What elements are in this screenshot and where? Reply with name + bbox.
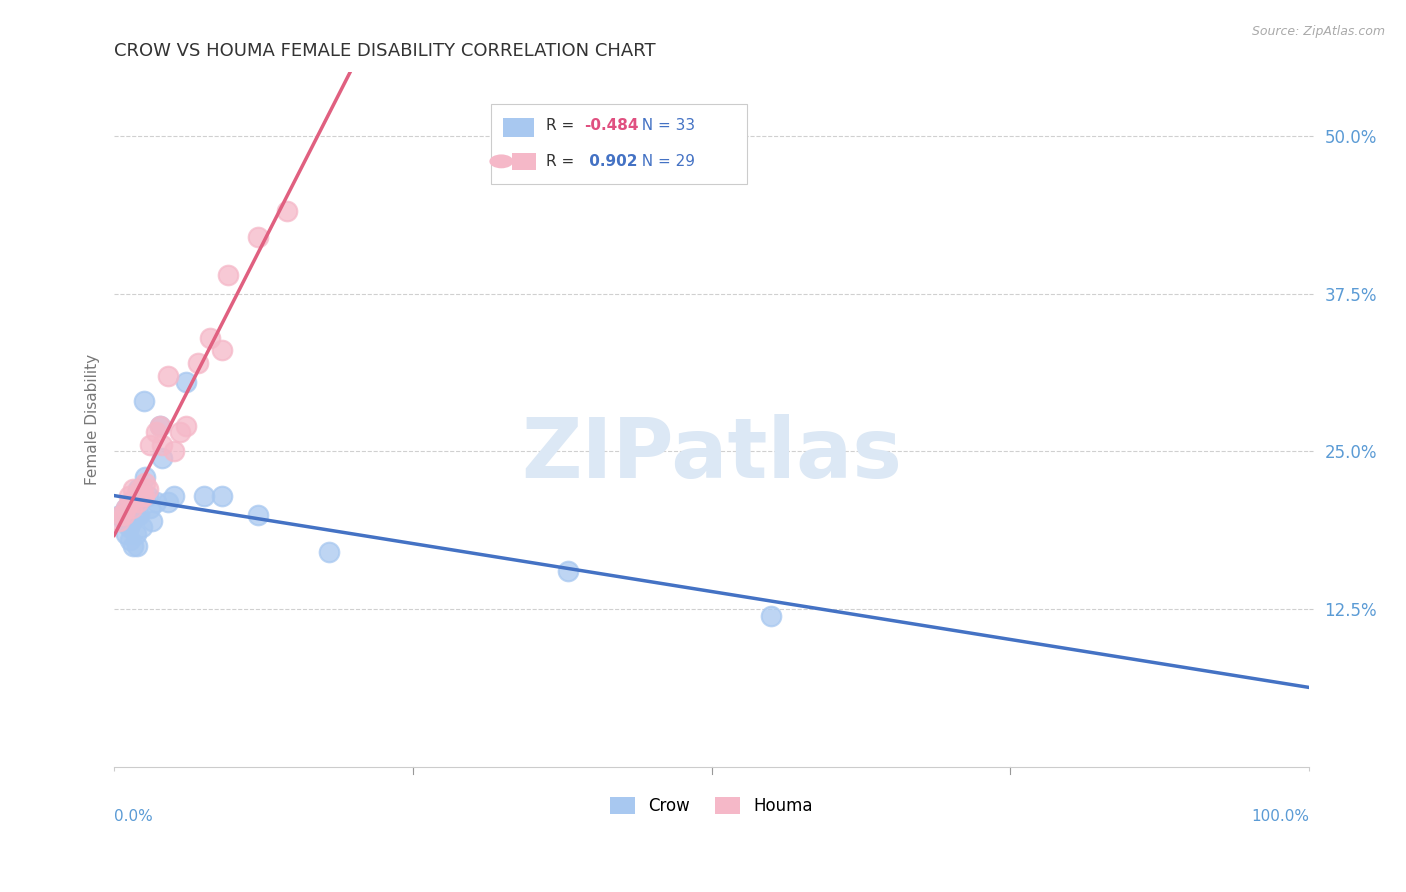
Point	[163, 444, 186, 458]
Text: 0.902: 0.902	[583, 153, 637, 169]
Point	[112, 508, 135, 522]
Point	[132, 393, 155, 408]
Point	[117, 520, 139, 534]
Point	[129, 483, 152, 497]
Text: Source: ZipAtlas.com: Source: ZipAtlas.com	[1251, 25, 1385, 38]
Point	[193, 489, 215, 503]
Point	[150, 438, 173, 452]
Point	[163, 489, 186, 503]
Point	[122, 539, 145, 553]
Point	[141, 514, 163, 528]
Point	[115, 526, 138, 541]
Point	[131, 489, 153, 503]
Text: R =: R =	[546, 153, 579, 169]
Text: 0.0%: 0.0%	[114, 809, 153, 824]
Point	[121, 495, 143, 509]
Point	[112, 514, 135, 528]
Point	[318, 545, 340, 559]
Point	[108, 508, 131, 522]
Point	[125, 539, 148, 553]
Point	[127, 483, 149, 497]
Point	[156, 368, 179, 383]
Point	[211, 489, 233, 503]
Point	[174, 375, 197, 389]
Text: ZIPatlas: ZIPatlas	[522, 414, 903, 495]
Point	[125, 526, 148, 541]
Point	[557, 565, 579, 579]
Point	[128, 508, 150, 522]
Point	[121, 501, 143, 516]
Point	[156, 495, 179, 509]
Legend: Crow, Houma: Crow, Houma	[603, 790, 820, 822]
Point	[246, 229, 269, 244]
Point	[115, 501, 138, 516]
Point	[117, 489, 139, 503]
Bar	[502, 118, 534, 137]
Point	[121, 514, 143, 528]
Point	[136, 483, 159, 497]
Point	[115, 501, 138, 516]
Text: CROW VS HOUMA FEMALE DISABILITY CORRELATION CHART: CROW VS HOUMA FEMALE DISABILITY CORRELAT…	[114, 42, 655, 60]
Point	[174, 419, 197, 434]
Point	[134, 475, 156, 490]
Point	[127, 495, 149, 509]
Point	[761, 608, 783, 623]
Point	[145, 425, 167, 440]
Point	[122, 483, 145, 497]
Bar	[491, 103, 748, 184]
Point	[108, 514, 131, 528]
Point	[246, 508, 269, 522]
Bar	[512, 153, 536, 169]
Point	[187, 356, 209, 370]
Point	[149, 419, 172, 434]
Point	[145, 495, 167, 509]
Text: N = 33: N = 33	[631, 119, 695, 134]
Point	[139, 501, 162, 516]
Circle shape	[489, 154, 513, 169]
Point	[136, 489, 159, 503]
Text: N = 29: N = 29	[631, 153, 695, 169]
Y-axis label: Female Disability: Female Disability	[86, 354, 100, 485]
Point	[139, 438, 162, 452]
Point	[211, 343, 233, 358]
Point	[118, 533, 141, 547]
Text: -0.484: -0.484	[583, 119, 638, 134]
Point	[150, 450, 173, 465]
Point	[276, 204, 298, 219]
Point	[198, 331, 221, 345]
Point	[125, 508, 148, 522]
Point	[110, 508, 132, 522]
Point	[131, 520, 153, 534]
Text: R =: R =	[546, 119, 579, 134]
Point	[118, 495, 141, 509]
Point	[134, 469, 156, 483]
Point	[169, 425, 191, 440]
Point	[129, 489, 152, 503]
Text: 100.0%: 100.0%	[1251, 809, 1309, 824]
Point	[149, 419, 172, 434]
Point	[125, 489, 148, 503]
Point	[217, 268, 239, 282]
Point	[132, 489, 155, 503]
